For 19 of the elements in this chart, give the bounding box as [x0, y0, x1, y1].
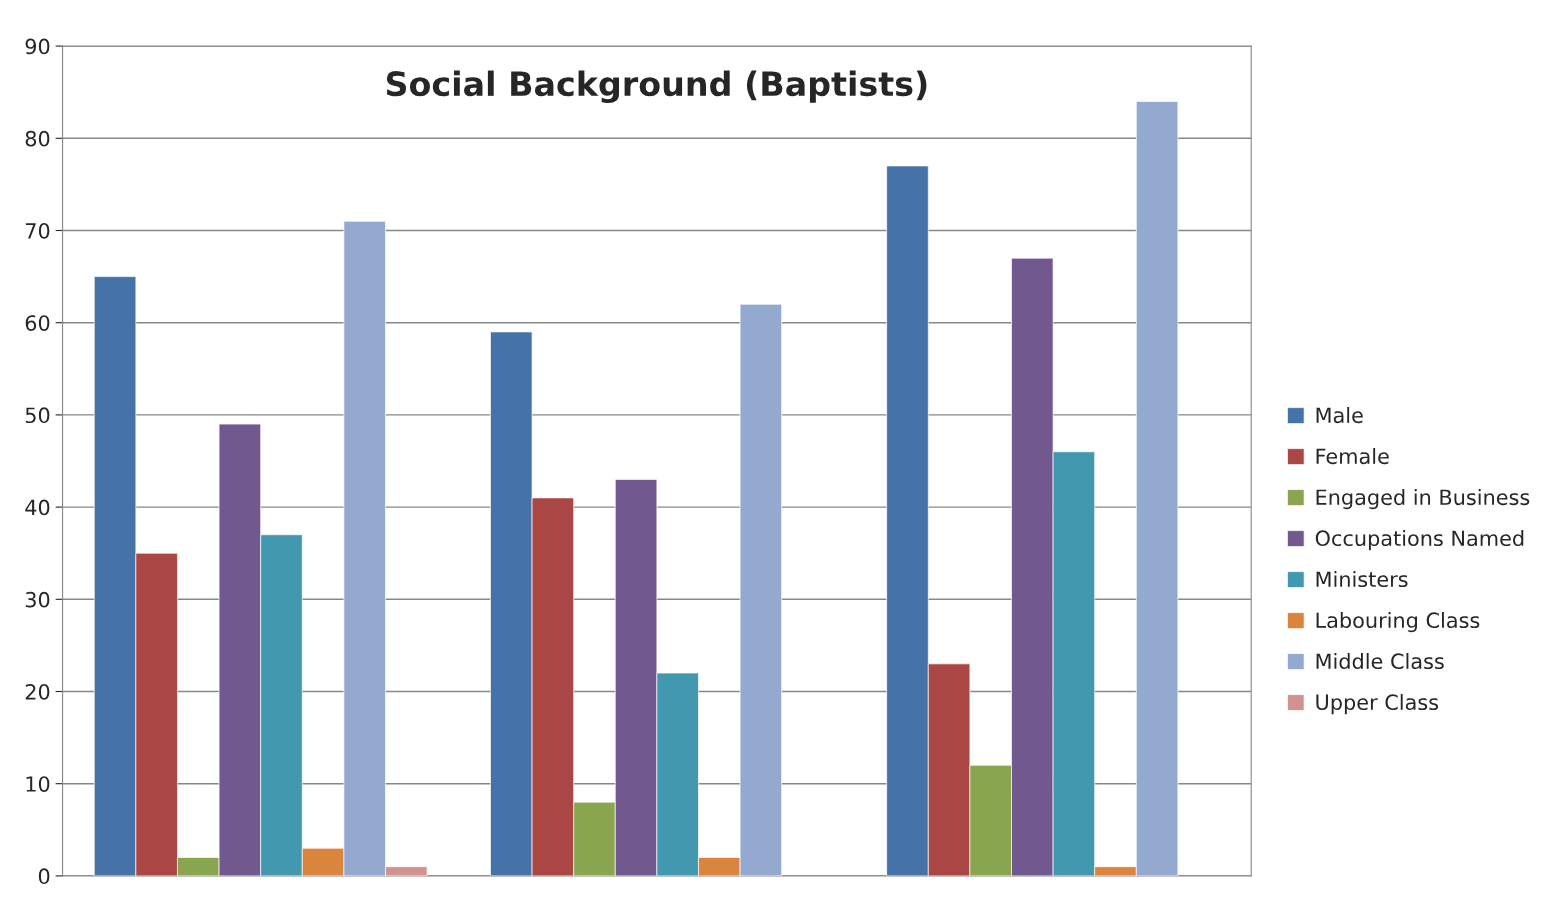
y-tick-label: 10 — [26, 776, 50, 792]
y-tick-label: 30 — [25, 591, 50, 608]
y-tick-label: 50 — [25, 407, 50, 424]
legend-label: Middle Class — [1316, 652, 1444, 670]
y-tick-label: 90 — [25, 38, 50, 55]
text: Social Background (Baptists) — [386, 70, 927, 104]
y-tick-label: 60 — [25, 315, 50, 331]
legend-label: Ministers — [1316, 570, 1408, 588]
y-tick-label: 0 — [38, 868, 50, 885]
y-tick-label: 20 — [25, 683, 50, 700]
y-tick-label: 40 — [25, 499, 50, 516]
legend-label: Engaged in Business — [1316, 489, 1530, 510]
legend-label: Female — [1316, 448, 1389, 465]
y-tick-label: 80 — [25, 130, 50, 147]
y-tick-label: 70 — [25, 222, 50, 239]
legend-label: Occupations Named — [1315, 530, 1524, 551]
legend-label: Upper Class — [1316, 693, 1439, 715]
legend-label: Male — [1316, 407, 1363, 424]
legend-label: Labouring Class — [1316, 611, 1480, 633]
